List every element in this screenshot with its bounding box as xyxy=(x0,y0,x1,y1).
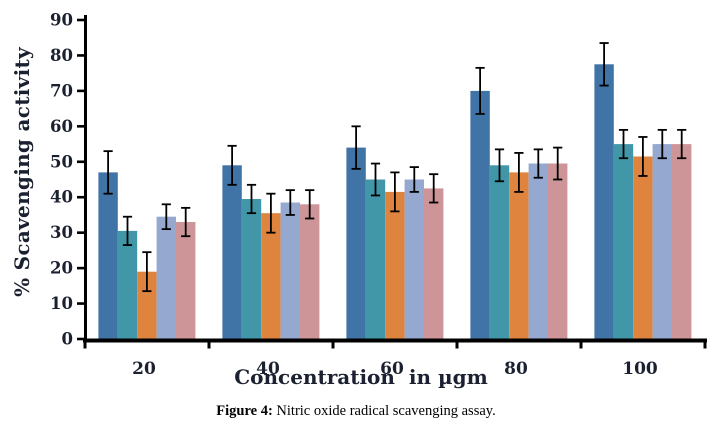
bar xyxy=(404,179,424,339)
bar xyxy=(385,191,405,339)
y-tick-label: 10 xyxy=(50,294,73,313)
bar xyxy=(176,222,196,339)
y-tick-label: 20 xyxy=(50,259,73,278)
bar xyxy=(672,144,692,339)
x-tick-label: 40 xyxy=(256,359,280,379)
x-tick-label: 60 xyxy=(380,359,404,379)
x-tick-label: 100 xyxy=(622,359,658,379)
bar xyxy=(613,144,634,339)
y-tick-label: 30 xyxy=(50,223,73,242)
y-tick-label: 50 xyxy=(50,152,73,171)
bar-chart-plot: 0 10 20 30 40 50 60 70 80 90 20 40 60 80 100 xyxy=(50,11,707,379)
y-tick-label: 0 xyxy=(62,330,73,349)
y-tick-label: 60 xyxy=(50,117,73,136)
y-tick-label: 70 xyxy=(50,81,73,100)
y-tick-label: 40 xyxy=(50,188,73,207)
caption-label: Figure 4: xyxy=(216,403,273,419)
bar xyxy=(241,199,262,339)
bar xyxy=(156,216,176,339)
y-tick-label: 80 xyxy=(50,46,73,65)
bar xyxy=(633,156,653,339)
x-tick-label: 80 xyxy=(504,359,528,379)
x-tick-label: 20 xyxy=(132,359,156,379)
bar xyxy=(222,165,242,339)
bar xyxy=(346,147,366,339)
bar xyxy=(137,271,157,339)
bar xyxy=(509,172,529,339)
bar xyxy=(424,188,444,339)
figure-caption: Figure 4: Nitric oxide radical scavengin… xyxy=(216,403,495,420)
bar xyxy=(280,202,300,339)
bar xyxy=(594,64,614,340)
y-tick-label: 90 xyxy=(50,11,73,30)
bar xyxy=(528,163,548,339)
bar xyxy=(98,172,118,339)
bar xyxy=(470,90,490,340)
bar xyxy=(261,213,281,339)
bar xyxy=(652,144,672,339)
bar xyxy=(489,165,510,339)
caption-text: Nitric oxide radical scavenging assay. xyxy=(272,403,496,419)
bar xyxy=(365,179,386,339)
x-axis-title: Concentration in µgm xyxy=(234,365,488,389)
bar xyxy=(300,204,320,339)
bar xyxy=(548,163,568,339)
bar xyxy=(117,230,138,339)
